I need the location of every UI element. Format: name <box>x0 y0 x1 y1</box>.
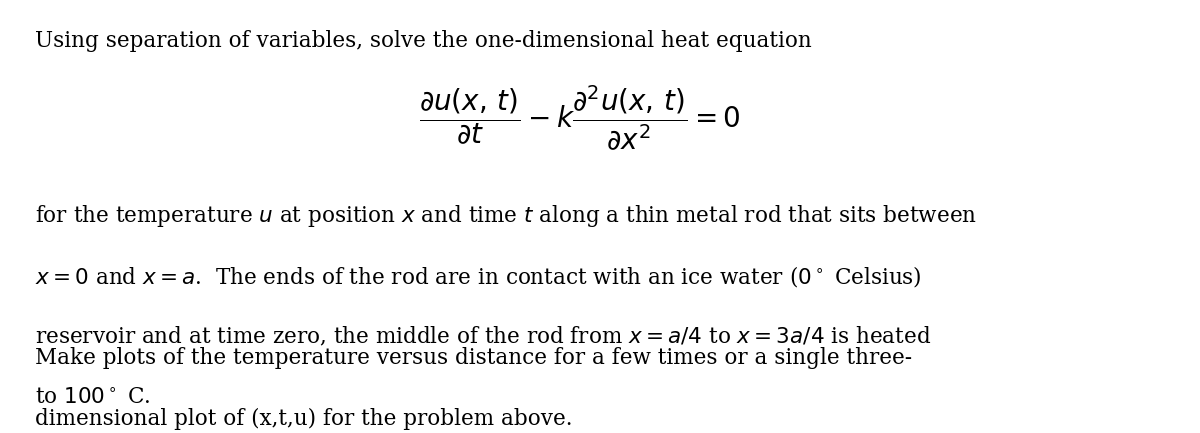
Text: reservoir and at time zero, the middle of the rod from $x = a/4$ to $x = 3a/4$ i: reservoir and at time zero, the middle o… <box>35 325 931 349</box>
Text: to $100^\circ$ C.: to $100^\circ$ C. <box>35 387 150 409</box>
Text: Make plots of the temperature versus distance for a few times or a single three-: Make plots of the temperature versus dis… <box>35 346 912 368</box>
Text: for the temperature $u$ at position $x$ and time $t$ along a thin metal rod that: for the temperature $u$ at position $x$ … <box>35 203 977 229</box>
Text: $\dfrac{\partial u(x,\,t)}{\partial t} - k\dfrac{\partial^2 u(x,\,t)}{\partial x: $\dfrac{\partial u(x,\,t)}{\partial t} -… <box>419 84 740 153</box>
Text: dimensional plot of (x,t,u) for the problem above.: dimensional plot of (x,t,u) for the prob… <box>35 408 572 430</box>
Text: Using separation of variables, solve the one-dimensional heat equation: Using separation of variables, solve the… <box>35 29 811 52</box>
Text: $x = 0$ and $x = a$.  The ends of the rod are in contact with an ice water ($0^\: $x = 0$ and $x = a$. The ends of the rod… <box>35 264 922 289</box>
